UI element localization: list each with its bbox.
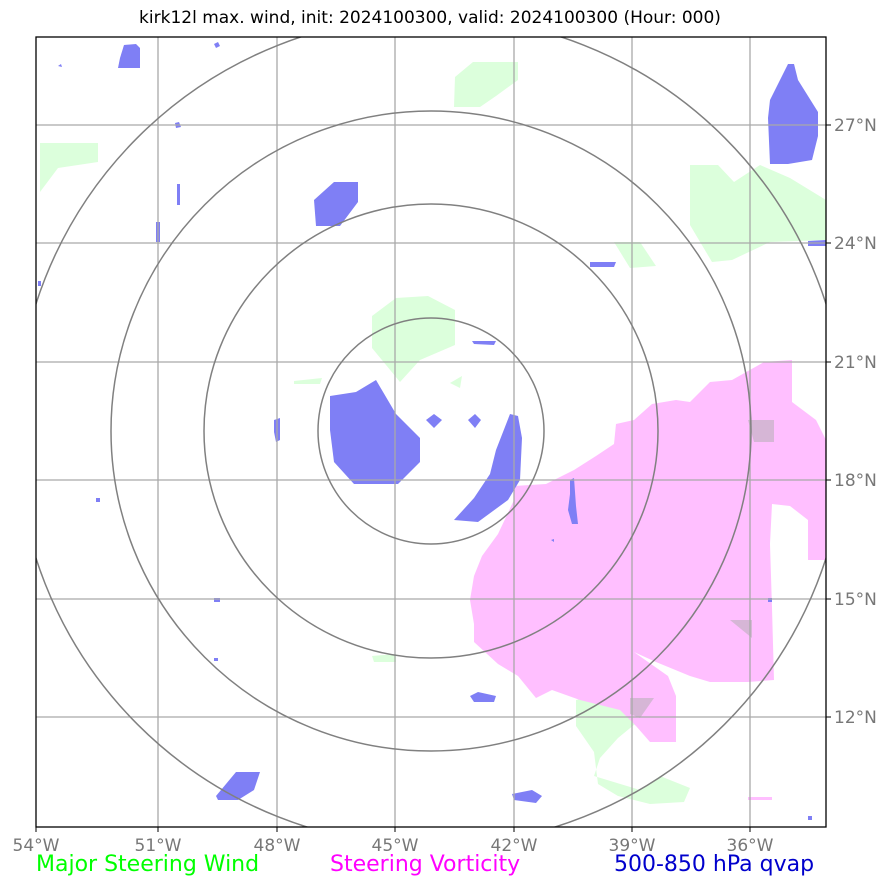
legend-steering-wind: Major Steering Wind	[36, 852, 260, 877]
lat-label: 27°N	[834, 116, 877, 136]
legend-qvap: 500-850 hPa qvap	[614, 852, 815, 877]
qvap-area	[590, 262, 616, 267]
qvap-area	[96, 498, 100, 502]
qvap-area	[38, 281, 41, 286]
overlap-areas	[630, 420, 774, 718]
qvap-area	[808, 816, 812, 820]
lon-labels: 54°W 51°W 48°W 45°W 42°W 39°W 36°W	[13, 836, 774, 856]
lat-label: 21°N	[834, 353, 877, 373]
wind-area	[454, 62, 518, 107]
wind-area	[294, 378, 322, 384]
lon-label: 45°W	[372, 836, 419, 856]
gridlines	[36, 37, 826, 827]
overlap-area	[630, 698, 654, 718]
qvap-area	[568, 478, 578, 524]
wind-area	[40, 143, 98, 192]
steering-vorticity-areas	[470, 360, 826, 800]
lon-label: 54°W	[13, 836, 60, 856]
vorticity-area	[748, 797, 772, 800]
axis-ticks	[35, 124, 831, 832]
qvap-area	[470, 692, 496, 702]
legend-steering-vorticity: Steering Vorticity	[330, 852, 521, 877]
range-rings	[36, 37, 826, 827]
range-ring-3	[110, 110, 752, 752]
lat-labels: 27°N 24°N 21°N 18°N 15°N 12°N	[834, 116, 877, 728]
qvap-area	[214, 42, 220, 48]
qvap-area	[216, 772, 260, 800]
qvap-area	[551, 539, 554, 542]
lon-label: 51°W	[135, 836, 182, 856]
qvap-area	[768, 64, 818, 164]
lat-label: 18°N	[834, 471, 877, 491]
plot-frame	[35, 36, 827, 828]
overlap-area	[748, 420, 774, 442]
wind-area	[372, 296, 455, 382]
qvap-area	[214, 658, 218, 661]
map-title: kirk12l max. wind, init: 2024100300, val…	[139, 8, 721, 28]
qvap-area	[512, 790, 542, 803]
wind-area	[690, 165, 826, 262]
qvap-area	[330, 380, 420, 484]
vorticity-area	[470, 360, 826, 742]
qvap-area	[426, 414, 442, 428]
wind-area	[614, 242, 656, 268]
qvap-area	[177, 184, 180, 205]
qvap-area	[118, 44, 140, 68]
range-ring-1	[317, 317, 545, 545]
lon-label: 48°W	[254, 836, 301, 856]
lat-label: 15°N	[834, 590, 877, 610]
range-ring-2	[203, 203, 659, 659]
lon-label: 36°W	[727, 836, 774, 856]
qvap-area	[468, 414, 481, 428]
wind-area	[450, 376, 462, 388]
qvap-area	[454, 414, 522, 522]
qvap-area	[472, 341, 496, 345]
qvap-area	[314, 182, 358, 226]
wind-area	[372, 654, 396, 662]
qvap-area	[58, 64, 62, 67]
lat-label: 24°N	[834, 234, 877, 254]
lon-label: 39°W	[609, 836, 656, 856]
lon-label: 42°W	[491, 836, 538, 856]
lat-label: 12°N	[834, 708, 877, 728]
overlap-area	[730, 620, 752, 638]
